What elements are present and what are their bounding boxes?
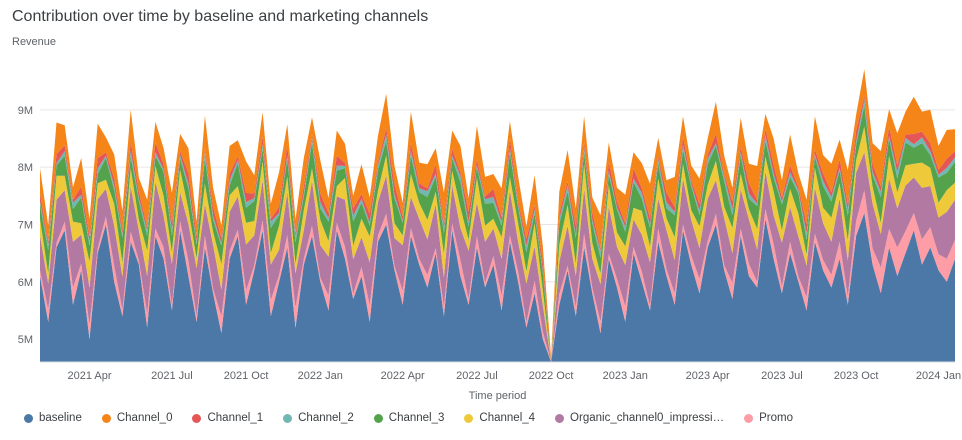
plot-area[interactable]: 5M 6M 7M 8M 9M 2021 Apr 2021 Jul 2021 Oct 2022 J… [0, 52, 962, 382]
legend-label: Promo [759, 412, 793, 424]
legend-item-Channel_2[interactable]: Channel_2 [283, 412, 354, 424]
legend-item-Channel_3[interactable]: Channel_3 [373, 412, 445, 424]
legend-item-baseline[interactable]: baseline [24, 412, 82, 424]
legend-swatch-Channel_3 [373, 413, 383, 423]
y-tick-label: 9M [18, 105, 33, 117]
x-tick-label: 2022 Jan [298, 370, 343, 382]
legend-swatch-Promo [744, 413, 754, 423]
legend: baseline Channel_0 Channel_1 Channel_2 Chann… [24, 412, 793, 424]
stacked-area-chart[interactable]: 5M 6M 7M 8M 9M 2021 Apr 2021 Jul 2021 Oct 2022 J… [0, 52, 962, 382]
y-tick-label: 7M [18, 219, 33, 231]
legend-label: Channel_0 [116, 412, 173, 424]
x-tick-label: 2023 Apr [686, 370, 730, 382]
x-tick-label: 2022 Jul [456, 370, 498, 382]
legend-swatch-Channel_0 [101, 413, 111, 423]
y-tick-label: 5M [18, 334, 33, 346]
x-tick-label: 2024 Jan [916, 370, 961, 382]
legend-label: Channel_3 [388, 412, 445, 424]
area-Channel_0[interactable] [40, 69, 955, 362]
legend-swatch-baseline [24, 413, 33, 423]
area-Channel_4[interactable] [40, 126, 955, 363]
legend-swatch-Organic_channel0_impressions [555, 413, 565, 423]
chart-title: Contribution over time by baseline and m… [12, 8, 429, 25]
legend-label: Channel_1 [207, 412, 264, 424]
area-Promo[interactable] [40, 190, 955, 362]
x-tick-label: 2023 Jan [603, 370, 648, 382]
x-tick-label: 2023 Oct [834, 370, 879, 382]
legend-item-Channel_0[interactable]: Channel_0 [101, 412, 173, 424]
legend-label: Channel_4 [479, 412, 536, 424]
legend-label: Channel_2 [298, 412, 354, 424]
legend-label: Organic_channel0_impressi… [570, 412, 725, 424]
y-tick-label: 8M [18, 162, 33, 174]
legend-item-Channel_4[interactable]: Channel_4 [464, 412, 535, 424]
legend-swatch-Channel_1 [192, 413, 202, 423]
legend-swatch-Channel_4 [464, 413, 474, 423]
legend-item-Organic_channel0_impressions[interactable]: Organic_channel0_impressi… [555, 412, 724, 424]
x-tick-label: 2021 Jul [151, 370, 193, 382]
legend-item-Promo[interactable]: Promo [744, 412, 793, 424]
area-Channel_1[interactable] [40, 95, 955, 363]
x-tick-label: 2023 Jul [761, 370, 803, 382]
y-tick-label: 6M [18, 277, 33, 289]
legend-swatch-Channel_2 [283, 413, 293, 423]
x-tick-label: 2022 Apr [381, 370, 425, 382]
y-axis-title: Revenue [12, 36, 57, 48]
area-Organic_channel0_impressions[interactable] [40, 152, 955, 362]
x-tick-label: 2021 Apr [67, 370, 111, 382]
x-tick-label: 2022 Oct [529, 370, 574, 382]
x-tick-label: 2021 Oct [224, 370, 269, 382]
x-axis-title: Time period [468, 390, 527, 402]
legend-label: baseline [39, 412, 82, 424]
legend-item-Channel_1[interactable]: Channel_1 [192, 412, 263, 424]
